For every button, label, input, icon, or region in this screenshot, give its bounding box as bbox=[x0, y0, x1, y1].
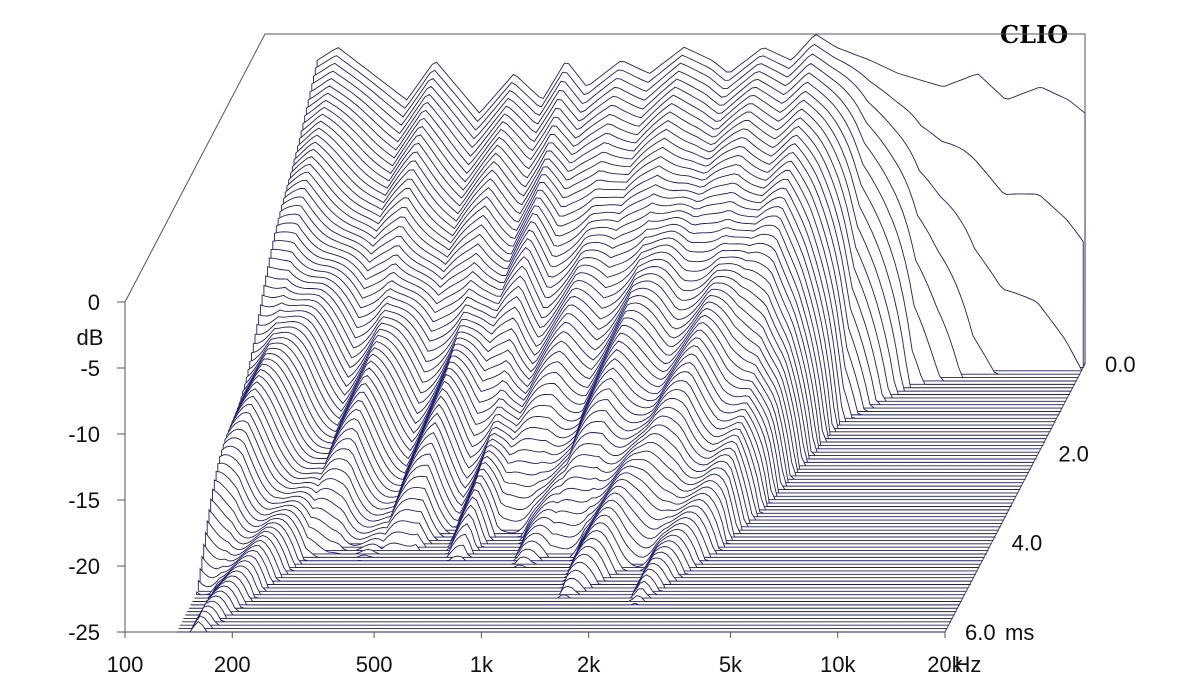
waterfall-slice bbox=[201, 549, 972, 585]
x-tick-label: 20k bbox=[927, 652, 963, 677]
z-axis-label: ms bbox=[1005, 620, 1034, 645]
y-tick-label: -25 bbox=[68, 620, 100, 645]
waterfall-slice bbox=[182, 600, 953, 619]
y-tick-label: -15 bbox=[68, 488, 100, 513]
waterfall-slice bbox=[178, 615, 947, 630]
x-tick-label: 200 bbox=[214, 652, 251, 677]
waterfall-slice bbox=[184, 595, 956, 616]
plot-frame bbox=[124, 33, 1086, 633]
waterfall-slice bbox=[196, 565, 966, 596]
y-tick-label: -5 bbox=[80, 356, 100, 381]
waterfall-slice bbox=[220, 445, 990, 548]
waterfall-slice bbox=[194, 570, 964, 599]
z-tick-label: 2.0 bbox=[1058, 441, 1089, 466]
waterfall-slices bbox=[177, 34, 1086, 633]
waterfall-slice bbox=[204, 531, 974, 579]
waterfall-slice bbox=[199, 555, 969, 589]
waterfall-slice bbox=[188, 585, 958, 609]
x-tick-label: 5k bbox=[719, 652, 743, 677]
y-tick-label: -10 bbox=[68, 422, 100, 447]
z-tick-label: 4.0 bbox=[1012, 531, 1043, 556]
waterfall-slice bbox=[189, 580, 960, 606]
waterfall-slice bbox=[177, 620, 945, 633]
waterfall-slice bbox=[187, 590, 957, 613]
waterfall-slice bbox=[192, 575, 963, 602]
waterfall-slice bbox=[203, 543, 973, 582]
z-tick-label: 0.0 bbox=[1105, 352, 1136, 377]
x-tick-label: 10k bbox=[820, 652, 856, 677]
x-tick-label: 500 bbox=[356, 652, 393, 677]
y-axis-label: dB bbox=[77, 325, 104, 350]
waterfall-slice bbox=[224, 428, 993, 541]
x-tick-label: 2k bbox=[577, 652, 601, 677]
waterfall-slice bbox=[181, 605, 952, 623]
waterfall-slice bbox=[197, 560, 967, 592]
z-tick-label: 6.0 bbox=[965, 620, 996, 645]
waterfall-slice bbox=[226, 420, 997, 538]
x-axis-label: Hz bbox=[955, 652, 982, 677]
x-tick-label: 100 bbox=[107, 652, 144, 677]
waterfall-slice bbox=[179, 610, 949, 626]
y-tick-label: -20 bbox=[68, 554, 100, 579]
x-tick-label: 1k bbox=[470, 652, 494, 677]
y-tick-label: 0 bbox=[88, 290, 100, 315]
